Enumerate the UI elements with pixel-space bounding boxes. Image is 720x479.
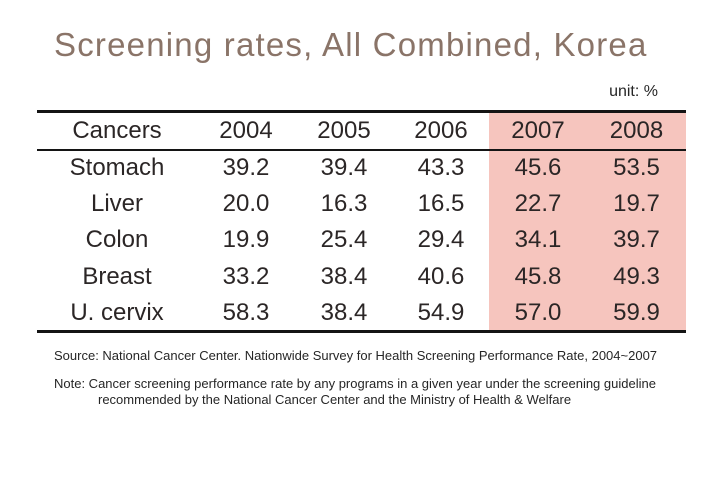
rate-value-cell: 39.2 (222, 154, 270, 182)
rate-value-cell: 38.4 (320, 262, 368, 290)
rate-value-cell: 16.5 (417, 190, 465, 218)
note-line-1: Note: Cancer screening performance rate … (54, 376, 656, 391)
rate-value-cell: 38.4 (320, 298, 368, 326)
rate-value-cell: 20.0 (222, 190, 270, 218)
cancer-name-cell: Stomach (69, 154, 165, 182)
rate-value-cell: 53.5 (587, 149, 686, 186)
rate-value-cell: 39.4 (320, 154, 368, 182)
rate-value-cell: 49.3 (587, 258, 686, 296)
rate-value-cell: 34.1 (489, 222, 587, 259)
rate-value-cell: 19.7 (587, 185, 686, 223)
rate-value-cell: 54.9 (417, 298, 465, 326)
rate-value-cell: 45.8 (489, 258, 587, 296)
column-header-year: 2005 (295, 111, 393, 151)
table-row: Breast 33.2 38.4 40.6 45.8 49.3 (37, 258, 686, 296)
unit-label: unit: % (609, 83, 658, 100)
rate-value-cell: 25.4 (320, 226, 368, 254)
screening-rates-table: Cancers 2004 2005 2006 2007 2008 Stomach 39.2 3… (37, 110, 686, 333)
column-header-year: 2004 (197, 111, 295, 151)
rate-value-cell: 40.6 (417, 262, 465, 290)
column-header-year: 2006 (393, 111, 489, 151)
rate-value-cell: 45.6 (489, 149, 587, 186)
table-row: Colon 19.9 25.4 29.4 34.1 39.7 (37, 222, 686, 259)
column-header-year: 2008 (587, 111, 686, 151)
rate-value-cell: 19.9 (222, 226, 270, 254)
column-header-cancers: Cancers (37, 111, 197, 151)
table-header-row: Cancers 2004 2005 2006 2007 2008 (37, 111, 686, 151)
cancer-name-cell: U. cervix (70, 298, 164, 326)
table-row: Stomach 39.2 39.4 43.3 45.6 53.5 (37, 149, 686, 186)
table-row: Liver 20.0 16.3 16.5 22.7 19.7 (37, 185, 686, 223)
rate-value-cell: 29.4 (417, 226, 465, 254)
column-header-year: 2007 (489, 111, 587, 151)
rate-value-cell: 57.0 (489, 295, 587, 332)
rate-value-cell: 59.9 (587, 295, 686, 332)
page-title: Screening rates, All Combined, Korea (54, 26, 648, 63)
source-footnote: Source: National Cancer Center. Nationwi… (54, 348, 658, 363)
rate-value-cell: 22.7 (489, 185, 587, 223)
rate-value-cell: 33.2 (222, 262, 270, 290)
table-row: U. cervix 58.3 38.4 54.9 57.0 59.9 (37, 295, 686, 332)
rate-value-cell: 58.3 (222, 298, 270, 326)
rate-value-cell: 16.3 (320, 190, 368, 218)
rate-value-cell: 39.7 (587, 222, 686, 259)
rate-value-cell: 43.3 (417, 154, 465, 182)
note-footnote: Note: Cancer screening performance rate … (54, 376, 656, 407)
cancer-name-cell: Liver (90, 190, 144, 218)
cancer-name-cell: Colon (85, 226, 149, 254)
cancer-name-cell: Breast (82, 262, 152, 290)
note-line-2: recommended by the National Cancer Cente… (98, 391, 572, 407)
